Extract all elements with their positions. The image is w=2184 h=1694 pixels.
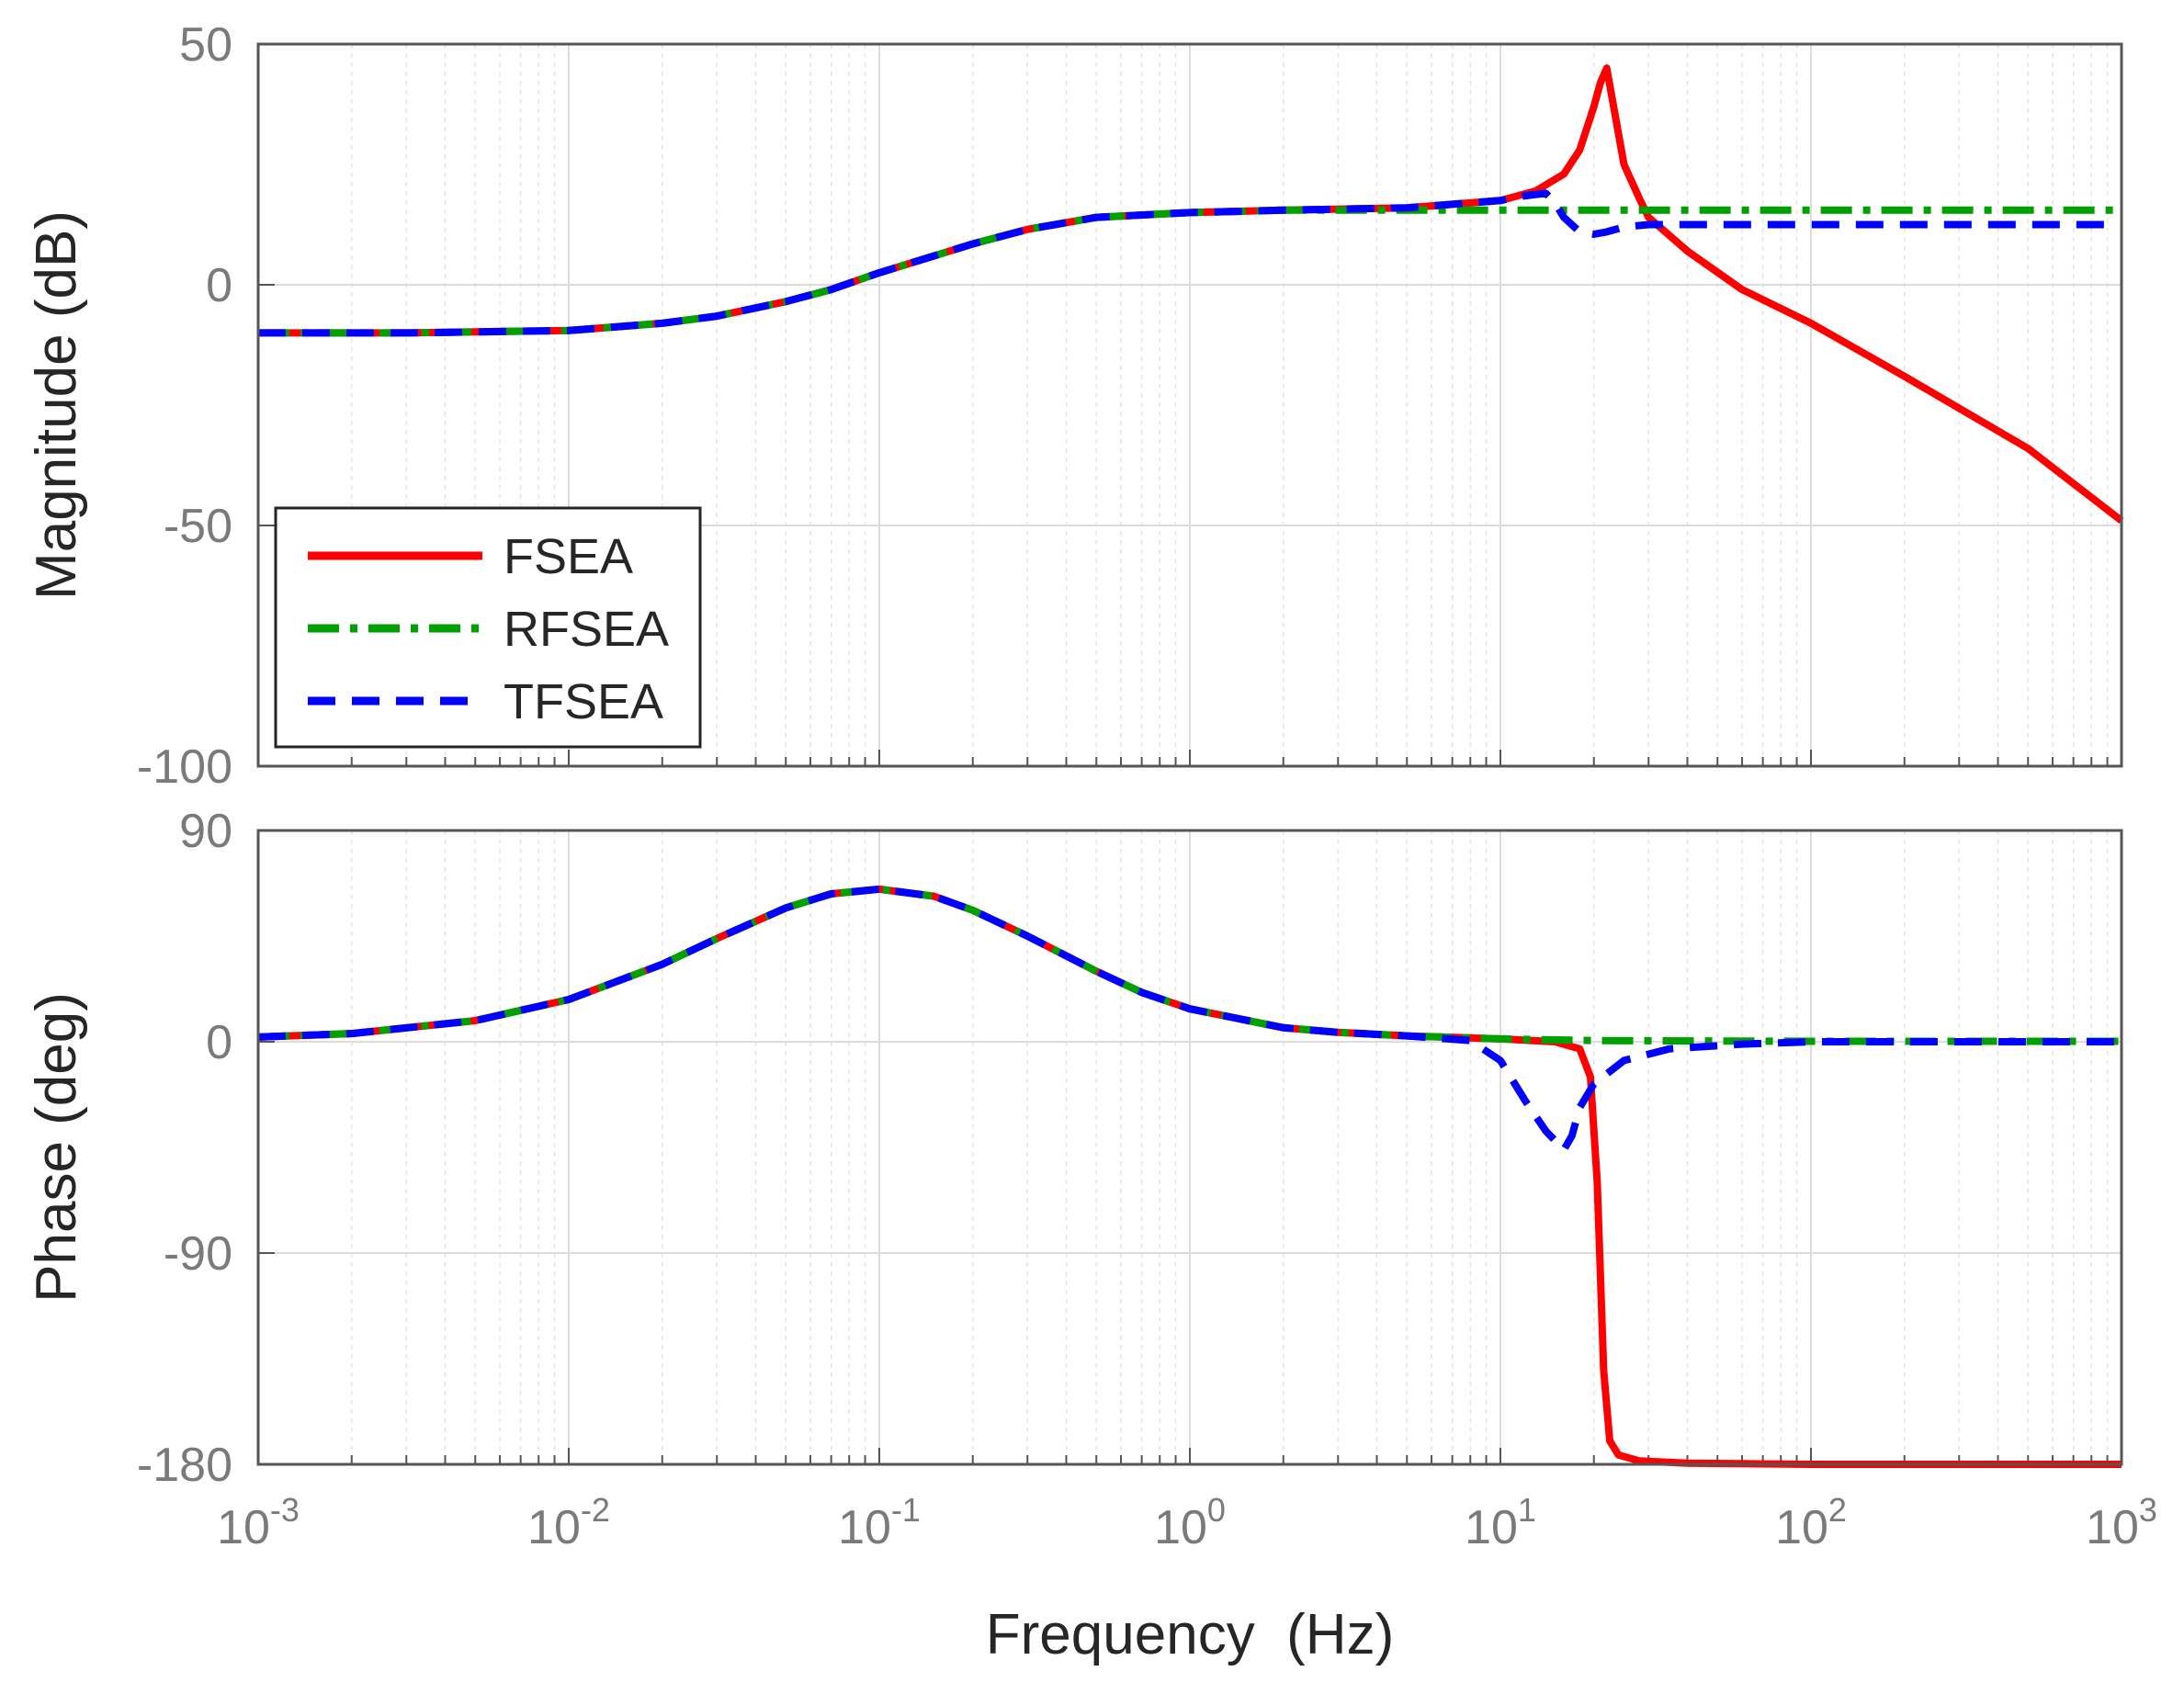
phase-series-tfsea — [257, 885, 2122, 1154]
phase-grid — [257, 830, 2122, 1465]
magnitude-axis-label: Magnitude (dB) — [25, 210, 88, 600]
y-tick-label: 0 — [206, 1016, 232, 1069]
phase-axis-label: Phase (deg) — [25, 992, 88, 1303]
legend: FSEA RFSEA TFSEA — [274, 506, 702, 749]
magnitude-tick-labels: 50 0 -50 -100 — [137, 18, 232, 794]
y-tick-label: 0 — [206, 259, 232, 312]
phase-tick-labels: 90 0 -90 -180 — [137, 805, 232, 1492]
magnitude-series-tfsea — [258, 189, 2122, 337]
phase-series — [257, 885, 2122, 1468]
y-tick-label: -90 — [164, 1227, 232, 1281]
legend-label-tfsea: TFSEA — [504, 674, 663, 729]
magnitude-series — [258, 64, 2124, 524]
x-tick-label: 102 — [1775, 1491, 1847, 1554]
magnitude-axes — [256, 42, 2123, 768]
x-tick-label: 10-3 — [217, 1491, 300, 1554]
y-tick-label: -180 — [137, 1439, 232, 1492]
y-tick-label: 90 — [179, 805, 232, 858]
legend-box — [274, 506, 702, 749]
phase-axes — [256, 829, 2123, 1466]
x-tick-labels: 10-3 10-2 10-1 100 101 102 103 — [217, 1491, 2157, 1554]
x-tick-label: 101 — [1465, 1491, 1536, 1554]
x-tick-label: 10-1 — [838, 1491, 921, 1554]
x-tick-label: 103 — [2086, 1491, 2157, 1554]
legend-label-rfsea: RFSEA — [504, 602, 669, 657]
y-tick-label: -100 — [137, 740, 232, 794]
y-tick-label: 50 — [179, 18, 232, 72]
x-tick-label: 100 — [1154, 1491, 1226, 1554]
x-tick-label: 10-2 — [527, 1491, 610, 1554]
y-tick-label: -50 — [164, 500, 232, 553]
legend-label-fsea: FSEA — [504, 529, 633, 584]
frequency-axis-label: Frequency (Hz) — [986, 1603, 1394, 1666]
magnitude-grid — [257, 43, 2122, 767]
